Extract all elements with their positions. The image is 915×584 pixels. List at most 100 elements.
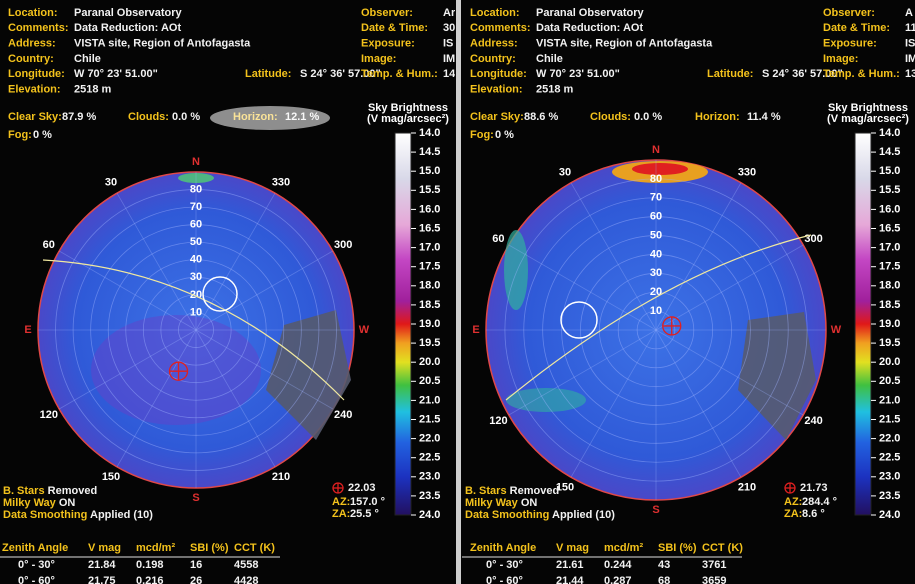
info-value: W 70° 23' 51.00"	[536, 68, 620, 80]
note-value: Applied (10)	[552, 509, 615, 521]
spoke	[655, 329, 804, 416]
table-cell: 68	[658, 575, 670, 584]
zenith-label: 60	[190, 219, 202, 231]
info-label: Country:	[8, 53, 54, 65]
target-value: 22.03	[348, 482, 376, 494]
scale-label: 20.5	[879, 375, 900, 387]
info-value: S 24° 36' 57.00"	[300, 68, 381, 80]
scale-label: 19.0	[879, 318, 900, 330]
note-value: ON	[59, 497, 76, 509]
table-cell: 0.244	[604, 559, 632, 571]
scale-label: 18.0	[419, 280, 440, 292]
azimuth-label: 240	[334, 409, 352, 421]
azimuth-label: 30	[559, 166, 571, 178]
scale-label: 23.5	[419, 490, 440, 502]
zenith-ring	[504, 178, 808, 482]
info-label: Address:	[470, 38, 518, 50]
info-value: S 24° 36' 57.00"	[762, 68, 843, 80]
zenith-ring	[160, 294, 232, 366]
info-value: Data Reduction: AOt	[536, 22, 643, 34]
zenith-label: 80	[190, 183, 202, 195]
za-label: ZA:	[332, 508, 350, 520]
info-value: Chile	[536, 53, 563, 65]
scale-label: 21.5	[879, 413, 900, 425]
scale-label: 17.0	[879, 242, 900, 254]
zenith-ring	[72, 206, 320, 454]
scale-title: (V mag/arcsec²)	[367, 113, 449, 125]
zenith-label: 40	[190, 254, 202, 266]
scale-title: (V mag/arcsec²)	[827, 113, 909, 125]
table-cell: 21.84	[88, 559, 116, 571]
scale-label: 15.5	[879, 184, 900, 196]
compass-label: N	[652, 144, 660, 156]
condition-label: Clouds:	[128, 111, 169, 123]
table-cell: 0.216	[136, 575, 164, 584]
compass-label: N	[192, 156, 200, 168]
compass-label: S	[192, 492, 199, 504]
arc-line	[505, 234, 812, 401]
scale-label: 17.5	[879, 261, 900, 273]
info-label: Temp. & Hum.:	[823, 68, 900, 80]
scale-label: 21.5	[419, 413, 440, 425]
za-value: 8.6 °	[802, 508, 825, 520]
spoke	[195, 250, 334, 331]
compass-label: W	[359, 324, 370, 336]
scale-label: 23.5	[879, 490, 900, 502]
table-cell: 21.61	[556, 559, 584, 571]
scale-label: 19.5	[879, 337, 900, 349]
info-label: Exposure:	[823, 38, 877, 50]
info-value: 2518 m	[536, 83, 574, 95]
scale-label: 21.0	[879, 394, 900, 406]
scale-label: 18.5	[419, 299, 440, 311]
condition-label: Fog:	[8, 129, 32, 141]
azimuth-label: 240	[804, 415, 822, 427]
scale-label: 19.5	[419, 337, 440, 349]
info-label: Image:	[823, 53, 858, 65]
condition-value: 11.4 %	[747, 111, 781, 123]
note-label: Milky Way	[3, 497, 57, 509]
compass-label: W	[831, 324, 842, 336]
scale-label: 20.0	[419, 356, 440, 368]
panel: Location: Paranal Observatory Comments: Dat…	[0, 7, 455, 584]
info-value: IM	[443, 53, 455, 65]
spoke	[116, 329, 197, 468]
scale-title: Sky Brightness	[828, 102, 908, 114]
condition-value: 0 %	[495, 129, 514, 141]
zenith-label: 50	[650, 229, 662, 241]
condition-value: 0.0 %	[172, 111, 200, 123]
info-label: Image:	[361, 53, 396, 65]
scale-label: 22.0	[879, 433, 900, 445]
azimuth-label: 60	[492, 233, 504, 245]
note: B. Stars Removed	[3, 485, 97, 497]
condition-label: Clear Sky:	[470, 111, 524, 123]
info-label: Latitude:	[707, 68, 753, 80]
note-value: Applied (10)	[90, 509, 153, 521]
info-value: A	[905, 7, 913, 19]
spoke	[655, 182, 742, 331]
scale-label: 18.5	[879, 299, 900, 311]
note: Data Smoothing Applied (10)	[3, 509, 153, 521]
info-value: Data Reduction: AOt	[74, 22, 181, 34]
table-header: Zenith Angle	[470, 542, 536, 554]
note: Data Smoothing Applied (10)	[465, 509, 615, 521]
scale-label: 23.0	[419, 471, 440, 483]
scale-label: 21.0	[419, 394, 440, 406]
table-header: SBI (%)	[190, 542, 229, 554]
target-value: 21.73	[800, 482, 828, 494]
table-header: mcd/m²	[604, 542, 643, 554]
info-value: W 70° 23' 51.00"	[74, 68, 158, 80]
azimuth-label: 150	[102, 471, 120, 483]
scale-label: 14.0	[879, 127, 900, 139]
za-label: ZA:	[784, 508, 802, 520]
scale-label: 16.5	[879, 222, 900, 234]
table-cell: 0° - 60°	[486, 575, 523, 584]
scale-label: 23.0	[879, 471, 900, 483]
scale-label: 15.5	[419, 184, 440, 196]
scale-title: Sky Brightness	[368, 102, 448, 114]
scale-label: 17.0	[419, 242, 440, 254]
info-value: Chile	[74, 53, 101, 65]
az-label: AZ:	[784, 496, 802, 508]
table-cell: 0° - 30°	[18, 559, 55, 571]
scale-label: 15.0	[419, 165, 440, 177]
